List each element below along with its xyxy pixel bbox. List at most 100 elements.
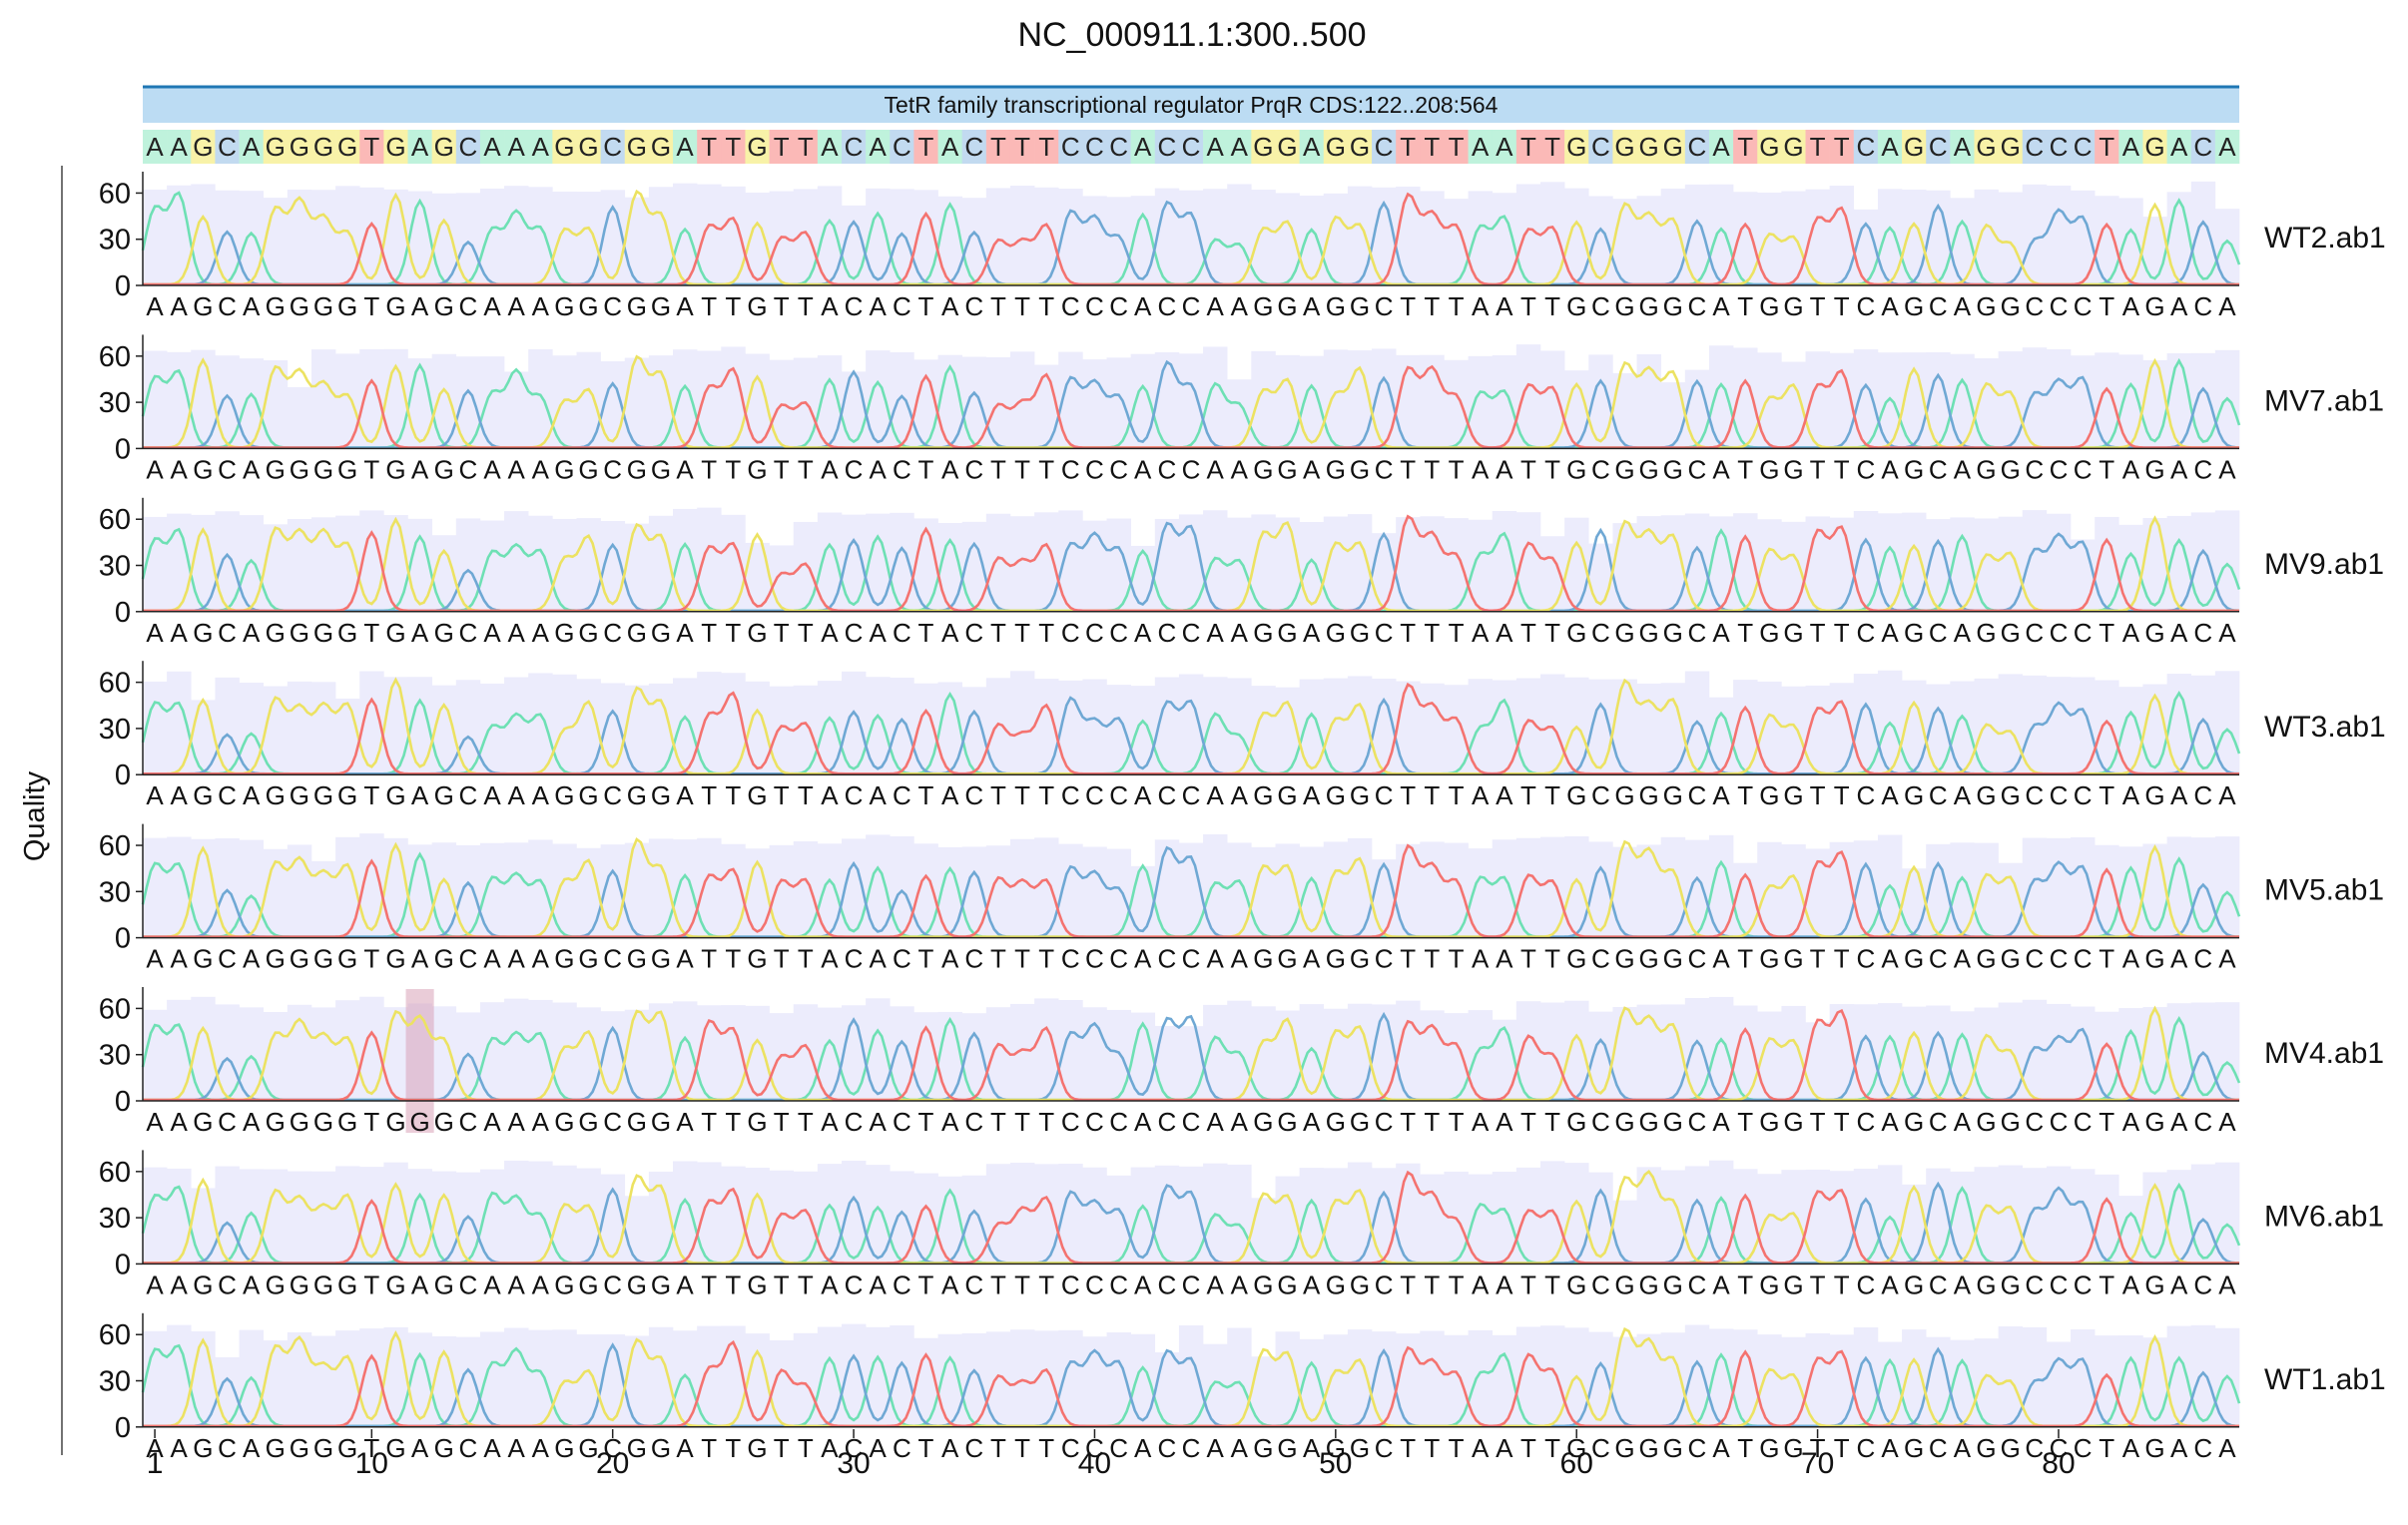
called-base: T	[363, 944, 379, 974]
called-base: A	[2122, 1270, 2140, 1299]
quality-bar	[673, 1001, 698, 1101]
called-base: G	[1663, 1107, 1683, 1137]
called-base: T	[2099, 1107, 2114, 1137]
called-base: G	[266, 1433, 286, 1463]
called-base: G	[2001, 454, 2021, 484]
called-base: G	[1759, 780, 1779, 810]
called-base: G	[313, 780, 333, 810]
reference-base: G	[1639, 132, 1659, 162]
called-base: G	[337, 454, 357, 484]
called-base: T	[1014, 291, 1030, 321]
reference-base: C	[1591, 132, 1610, 162]
reference-base-bg	[1757, 130, 1782, 164]
chart-title: NC_000911.1:300..500	[1017, 16, 1366, 54]
called-base: G	[1663, 944, 1683, 974]
called-base: G	[554, 1107, 574, 1137]
called-base: C	[2193, 1270, 2212, 1299]
called-base: G	[1253, 618, 1273, 648]
called-base: G	[313, 1107, 333, 1137]
reference-base: G	[1783, 132, 1803, 162]
reference-base-bg	[479, 130, 505, 164]
reference-base: A	[411, 132, 429, 162]
trace-name: MV4.ab1	[2264, 1037, 2384, 1070]
y-tick-label: 0	[115, 923, 131, 955]
reference-base-bg	[2214, 130, 2240, 164]
called-base: T	[1810, 944, 1826, 974]
called-base: A	[1496, 780, 1513, 810]
quality-bar	[913, 518, 938, 612]
called-base: G	[1614, 1270, 1634, 1299]
quality-bar	[383, 1326, 408, 1427]
called-base: A	[676, 1270, 694, 1299]
called-base: T	[2099, 944, 2114, 974]
called-base: G	[1277, 780, 1297, 810]
reference-base: T	[1810, 132, 1826, 162]
quality-bar	[504, 842, 529, 938]
called-base: G	[385, 780, 405, 810]
called-base: T	[1834, 454, 1850, 484]
called-base: A	[532, 618, 550, 648]
called-base: T	[1834, 780, 1850, 810]
called-base: G	[1663, 1270, 1683, 1299]
quality-bar	[1251, 350, 1276, 449]
reference-base-bg	[1203, 130, 1228, 164]
called-base: G	[747, 1270, 767, 1299]
called-base: C	[964, 454, 983, 484]
quality-bar	[1998, 192, 2024, 285]
quality-bar	[1636, 1333, 1661, 1427]
called-base: T	[774, 454, 790, 484]
called-base: G	[1904, 1433, 1924, 1463]
called-base: A	[1881, 618, 1899, 648]
quality-bar	[985, 845, 1011, 938]
called-base: C	[458, 944, 477, 974]
called-base: C	[1856, 944, 1875, 974]
called-base: A	[146, 1433, 164, 1463]
reference-base: A	[1881, 132, 1899, 162]
called-base: C	[458, 291, 477, 321]
quality-bar	[1323, 1334, 1349, 1427]
called-base: C	[1375, 944, 1394, 974]
called-base: A	[1134, 1107, 1152, 1137]
called-base: G	[266, 618, 286, 648]
called-base: C	[1061, 780, 1080, 810]
called-base: A	[1231, 454, 1249, 484]
called-base: T	[1424, 1107, 1440, 1137]
called-base: C	[1061, 1107, 1080, 1137]
called-base: C	[893, 618, 911, 648]
reference-base-bg	[407, 130, 432, 164]
called-base: C	[1109, 1107, 1128, 1137]
called-base: A	[171, 618, 189, 648]
called-base: G	[1783, 1270, 1803, 1299]
called-base: T	[1520, 944, 1536, 974]
called-base: G	[1663, 618, 1683, 648]
quality-bar	[1154, 1351, 1180, 1427]
reference-base-bg	[1396, 130, 1421, 164]
called-base: C	[1591, 291, 1610, 321]
called-base: A	[1472, 944, 1490, 974]
called-base: T	[1014, 780, 1030, 810]
called-base: T	[990, 780, 1006, 810]
called-base: A	[1303, 780, 1321, 810]
y-tick-label: 30	[99, 1366, 131, 1398]
trace-A	[141, 1182, 2241, 1265]
reference-base: G	[2144, 132, 2164, 162]
called-base: A	[941, 454, 959, 484]
called-base: C	[2025, 780, 2044, 810]
called-base: A	[2170, 944, 2188, 974]
quality-bar	[624, 197, 650, 285]
reference-base: C	[2074, 132, 2093, 162]
quality-bar	[1636, 844, 1661, 938]
reference-base: A	[532, 132, 550, 162]
reference-base-bg	[1251, 130, 1276, 164]
called-base: G	[313, 1270, 333, 1299]
called-base: C	[1688, 618, 1707, 648]
called-base: A	[1231, 944, 1249, 974]
called-base: T	[1737, 1107, 1753, 1137]
reference-base-bg	[1588, 130, 1613, 164]
called-base: A	[870, 1107, 888, 1137]
called-base: C	[964, 1107, 983, 1137]
quality-bar	[1009, 185, 1035, 285]
called-base: A	[676, 780, 694, 810]
reference-base: T	[990, 132, 1006, 162]
